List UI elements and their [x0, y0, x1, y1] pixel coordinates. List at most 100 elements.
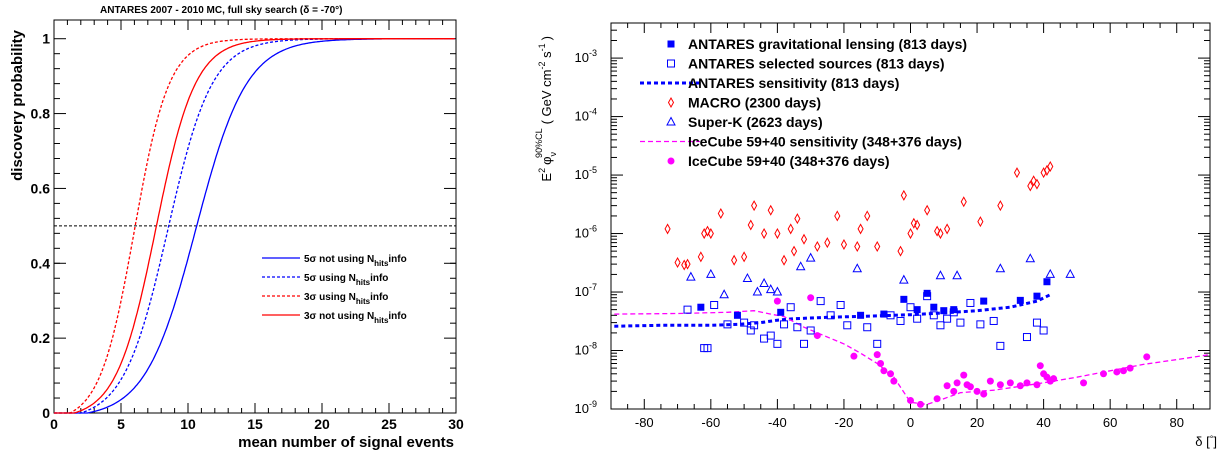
data-point-filled-circle — [850, 352, 858, 360]
right-x-tick-label: -80 — [635, 415, 654, 430]
left-y-tick-label: 0.4 — [31, 255, 51, 271]
legend-label-5: IceCube 59+40 sensitivity (348+376 days) — [688, 134, 962, 150]
data-point-filled-square — [1043, 278, 1051, 286]
data-point-filled-circle — [916, 400, 924, 408]
curve-4 — [54, 38, 455, 414]
data-point-open-diamond — [937, 228, 944, 240]
right-y-tick-label: 10-8 — [575, 341, 597, 358]
data-point-filled-circle — [996, 381, 1004, 389]
data-point-filled-circle — [986, 377, 994, 385]
right-y-tick-label: 10-3 — [575, 48, 597, 65]
data-point-open-square — [816, 297, 825, 306]
data-point-filled-circle — [873, 351, 881, 359]
data-point-open-diamond — [960, 196, 967, 208]
data-point-filled-square — [777, 308, 785, 316]
data-point-open-square — [989, 316, 998, 325]
data-point-open-square — [826, 311, 835, 320]
legend-label: 5σ not using Nhitsinfo — [304, 254, 407, 268]
left-y-tick-label: 1 — [42, 31, 50, 47]
data-point-open-square — [723, 320, 732, 329]
left-x-tick-label: 10 — [180, 416, 196, 432]
data-point-open-square — [966, 298, 975, 307]
right-x-tick-label: 60 — [1103, 415, 1117, 430]
data-point-open-square — [886, 311, 895, 320]
data-point-open-square — [996, 341, 1005, 350]
data-point-filled-circle — [973, 387, 981, 395]
data-point-open-diamond — [1030, 175, 1037, 187]
right-y-tick-label: 10-9 — [575, 399, 597, 416]
data-point-open-diamond — [800, 233, 808, 245]
data-point-open-triangle — [952, 270, 962, 280]
left-plot-frame — [53, 19, 457, 414]
data-point-filled-circle — [807, 294, 815, 302]
left-x-tick-label: 20 — [314, 416, 330, 432]
right-x-tick-label: 40 — [1036, 415, 1050, 430]
data-point-open-diamond — [790, 245, 798, 257]
data-point-open-square — [703, 344, 712, 353]
data-point-open-diamond — [697, 251, 704, 263]
data-point-open-diamond — [717, 207, 724, 220]
data-point-open-square — [896, 316, 905, 325]
data-point-open-square — [1032, 318, 1041, 327]
data-point-open-square — [793, 323, 802, 332]
data-point-open-diamond — [731, 254, 738, 266]
data-point-filled-circle — [980, 390, 988, 398]
left-x-axis-label: mean number of signal events — [238, 434, 454, 451]
data-point-filled-circle — [1143, 353, 1151, 361]
data-point-open-diamond — [897, 245, 904, 257]
legend-marker-0 — [667, 40, 675, 48]
legend-marker-4 — [666, 116, 676, 126]
data-point-open-diamond — [874, 240, 881, 253]
left-chart: ANTARES 2007 - 2010 MC, full sky search … — [9, 5, 464, 451]
legend-label-1: ANTARES selected sources (813 days) — [688, 56, 945, 72]
data-point-open-square — [836, 301, 845, 310]
left-y-tick-label: 0.8 — [31, 106, 51, 122]
data-point-filled-circle — [1006, 379, 1014, 387]
data-point-filled-circle — [1113, 368, 1121, 376]
data-point-open-diamond — [707, 228, 714, 240]
data-point-open-diamond — [840, 238, 848, 251]
data-point-open-diamond — [1027, 180, 1034, 192]
left-x-tick-label: 15 — [247, 416, 263, 432]
data-point-open-triangle — [705, 268, 716, 278]
data-point-open-diamond — [761, 228, 768, 240]
data-point-open-square — [750, 321, 759, 330]
left-chart-title: ANTARES 2007 - 2010 MC, full sky search … — [100, 5, 342, 16]
data-point-open-square — [923, 292, 932, 301]
data-point-open-square — [780, 320, 789, 329]
legend-label-2: ANTARES sensitivity (813 days) — [688, 75, 899, 91]
data-point-open-diamond — [1013, 167, 1021, 179]
data-point-open-diamond — [787, 223, 794, 235]
data-point-filled-circle — [1023, 379, 1031, 387]
data-point-open-triangle — [935, 270, 946, 280]
data-point-open-diamond — [907, 228, 914, 240]
data-point-filled-circle — [1050, 375, 1058, 383]
legend-marker-6 — [667, 157, 675, 165]
data-point-open-triangle — [772, 286, 783, 296]
data-point-open-diamond — [684, 258, 691, 270]
data-point-filled-circle — [1119, 367, 1127, 375]
data-point-open-triangle — [995, 263, 1006, 273]
left-y-tick-label: 0 — [42, 405, 50, 421]
data-point-open-diamond — [824, 237, 831, 249]
right-x-tick-label: 80 — [1169, 415, 1183, 430]
right-x-tick-label: -40 — [768, 415, 787, 430]
data-point-open-square — [976, 320, 985, 329]
data-point-open-triangle — [795, 261, 806, 271]
data-point-open-diamond — [664, 223, 671, 235]
data-point-open-square — [760, 334, 769, 343]
data-point-open-square — [800, 339, 809, 348]
data-point-open-triangle — [1065, 268, 1076, 278]
data-point-open-square — [949, 308, 958, 317]
data-point-open-square — [806, 326, 815, 335]
data-point-filled-circle — [887, 370, 895, 378]
data-point-open-triangle — [1025, 253, 1036, 263]
data-point-open-diamond — [1033, 178, 1041, 190]
legend-marker-3 — [667, 96, 675, 109]
left-y-axis-label: discovery probability — [9, 29, 26, 181]
left-x-tick-label: 5 — [117, 416, 125, 432]
data-point-open-square — [943, 314, 952, 323]
data-point-open-triangle — [899, 274, 909, 284]
data-point-open-triangle — [742, 272, 753, 283]
data-point-open-square — [1039, 326, 1048, 335]
